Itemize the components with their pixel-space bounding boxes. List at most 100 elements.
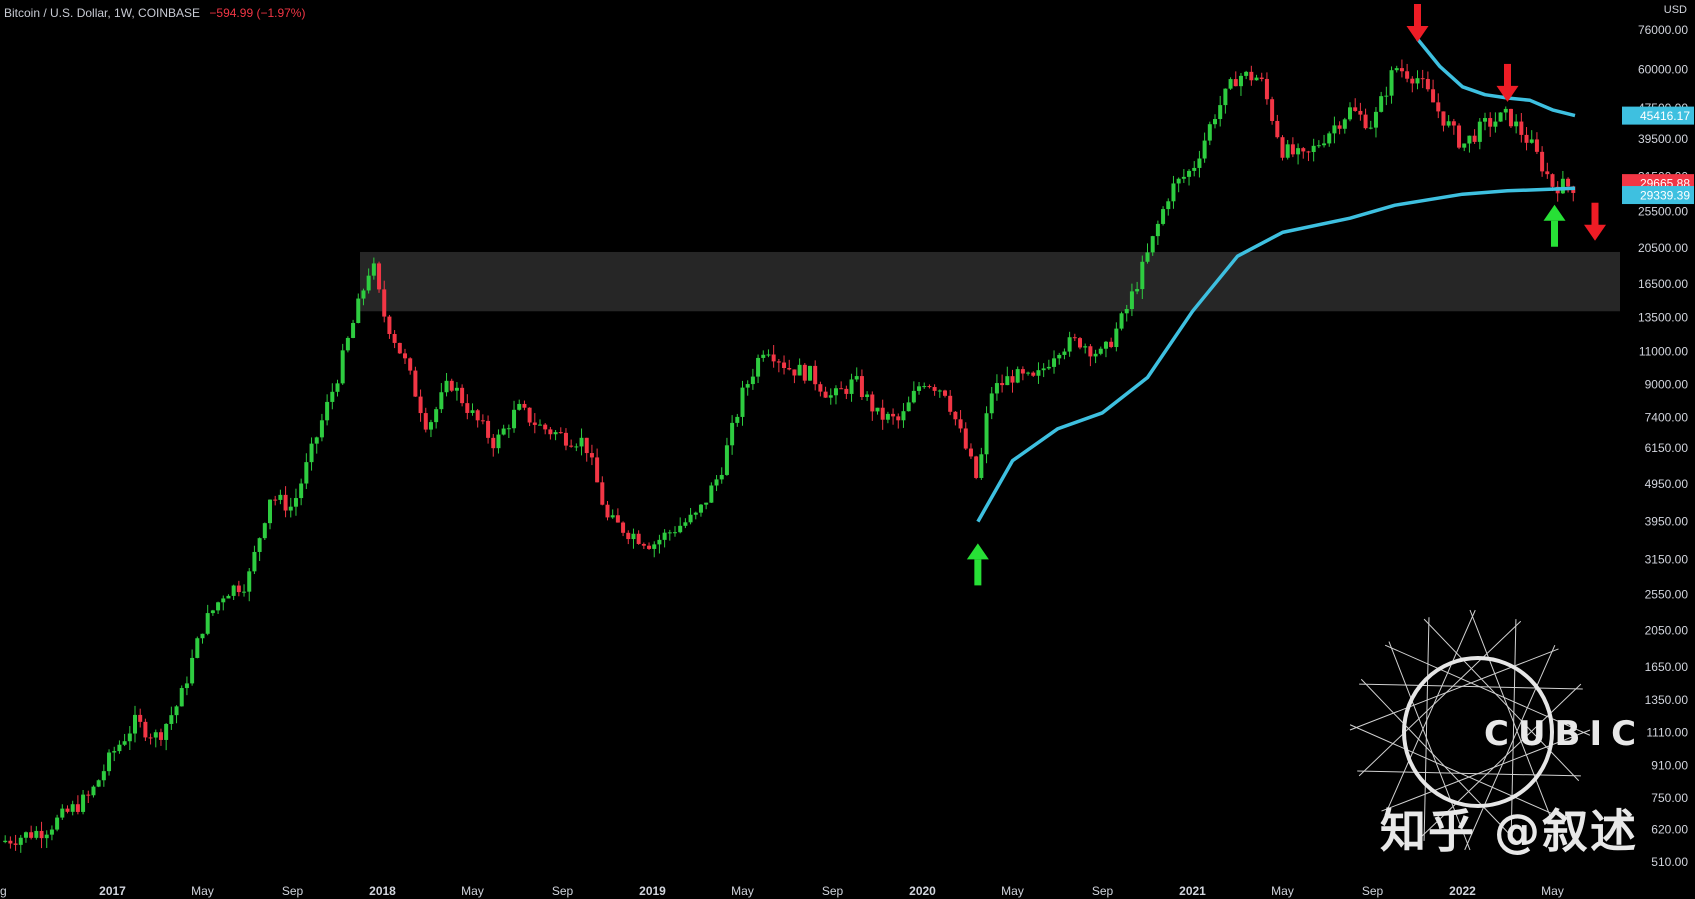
y-tick-label: 750.00 bbox=[1651, 791, 1688, 805]
candle-body bbox=[1218, 105, 1223, 120]
candle-body bbox=[1493, 121, 1498, 127]
candle-body bbox=[454, 387, 459, 391]
y-tick-label: 1110.00 bbox=[1646, 726, 1688, 740]
candle-body bbox=[875, 407, 880, 412]
candle-body bbox=[392, 334, 397, 343]
y-tick-label: 910.00 bbox=[1651, 759, 1688, 773]
candle-body bbox=[1249, 71, 1254, 81]
candle-body bbox=[911, 390, 916, 403]
candle-body bbox=[1150, 236, 1155, 253]
y-tick-label: 3150.00 bbox=[1645, 552, 1689, 566]
candle-body bbox=[205, 613, 210, 634]
x-tick-label: Sep bbox=[1092, 884, 1114, 898]
candle-body bbox=[698, 504, 703, 513]
candle-body bbox=[1098, 348, 1103, 354]
candle-body bbox=[423, 413, 428, 430]
candle-body bbox=[771, 354, 776, 362]
ma-price-tag: 29339.39 bbox=[1640, 189, 1690, 203]
candle-body bbox=[818, 384, 823, 392]
y-tick-label: 13500.00 bbox=[1638, 310, 1688, 324]
candle-body bbox=[449, 380, 454, 391]
moving-average-line bbox=[976, 186, 1576, 523]
candle-body bbox=[470, 410, 475, 413]
candle-body bbox=[158, 732, 163, 740]
candle-body bbox=[662, 532, 667, 540]
candle-body bbox=[107, 752, 112, 772]
candle-body bbox=[1441, 111, 1446, 126]
candle-body bbox=[1498, 112, 1503, 122]
candle-body bbox=[1114, 328, 1119, 348]
candle-body bbox=[787, 368, 792, 370]
candle-body bbox=[3, 840, 8, 843]
candle-body bbox=[797, 364, 802, 376]
candle-body bbox=[958, 419, 963, 429]
candle-body bbox=[304, 462, 309, 484]
candle-body bbox=[351, 322, 356, 338]
candle-body bbox=[226, 595, 231, 599]
candle-body bbox=[538, 424, 542, 426]
x-tick-label: ug bbox=[0, 884, 7, 898]
candle-body bbox=[382, 289, 387, 317]
candle-body bbox=[750, 376, 755, 385]
candle-body bbox=[1000, 383, 1005, 386]
candle-body bbox=[891, 413, 896, 417]
candle-body bbox=[1545, 171, 1550, 175]
candle-body bbox=[268, 499, 272, 524]
candle-body bbox=[1270, 99, 1275, 121]
candle-body bbox=[491, 437, 496, 449]
candle-body bbox=[1223, 88, 1228, 106]
candle-body bbox=[1187, 170, 1192, 177]
candle-body bbox=[527, 407, 532, 423]
candle-body bbox=[532, 422, 537, 425]
down-arrow-icon bbox=[1406, 4, 1429, 42]
candle-body bbox=[70, 804, 75, 812]
candle-body bbox=[1124, 309, 1129, 314]
candle-body bbox=[1228, 79, 1233, 89]
candle-body bbox=[273, 499, 278, 501]
ma-price-tag-bg bbox=[1622, 186, 1694, 205]
price-change: −594.99 (−1.97%) bbox=[209, 6, 306, 20]
currency-label: USD bbox=[1663, 4, 1687, 16]
candle-body bbox=[278, 494, 283, 500]
y-tick-label: 76000.00 bbox=[1638, 23, 1688, 37]
candle-body bbox=[1405, 71, 1410, 79]
candle-body bbox=[361, 290, 366, 299]
candle-body bbox=[330, 391, 335, 402]
candle-body bbox=[148, 737, 153, 739]
x-tick-label: May bbox=[191, 884, 214, 898]
candle-body bbox=[309, 443, 314, 463]
candle-body bbox=[709, 485, 714, 503]
candle-body bbox=[1052, 358, 1057, 367]
candle-body bbox=[460, 387, 465, 404]
candle-body bbox=[216, 602, 221, 611]
candle-body bbox=[247, 571, 252, 592]
y-tick-label: 39500.00 bbox=[1638, 132, 1688, 146]
candle-body bbox=[724, 445, 729, 475]
candle-body bbox=[1560, 178, 1565, 194]
candle-body bbox=[714, 479, 719, 486]
candle-body bbox=[1368, 127, 1373, 129]
candle-body bbox=[444, 380, 449, 393]
candle-body bbox=[1238, 75, 1243, 87]
candle-body bbox=[813, 365, 818, 385]
candle-body bbox=[776, 361, 781, 363]
x-tick-label: 2017 bbox=[99, 884, 126, 898]
candle-body bbox=[1425, 78, 1430, 90]
x-tick-label: May bbox=[1271, 884, 1294, 898]
candle-body bbox=[75, 804, 80, 812]
candle-body bbox=[626, 532, 631, 540]
candle-body bbox=[1213, 119, 1217, 125]
candle-body bbox=[927, 386, 932, 388]
candle-body bbox=[1306, 151, 1311, 153]
y-tick-label: 3950.00 bbox=[1645, 515, 1689, 529]
candle-body bbox=[1093, 353, 1098, 357]
candle-body bbox=[496, 434, 501, 449]
candle-body bbox=[1259, 77, 1264, 79]
candle-body bbox=[963, 428, 968, 449]
up-arrow-icon bbox=[1543, 204, 1566, 247]
candle-body bbox=[262, 523, 267, 539]
candle-body bbox=[1036, 370, 1041, 376]
candle-body bbox=[1332, 125, 1337, 134]
candle-body bbox=[543, 424, 548, 430]
